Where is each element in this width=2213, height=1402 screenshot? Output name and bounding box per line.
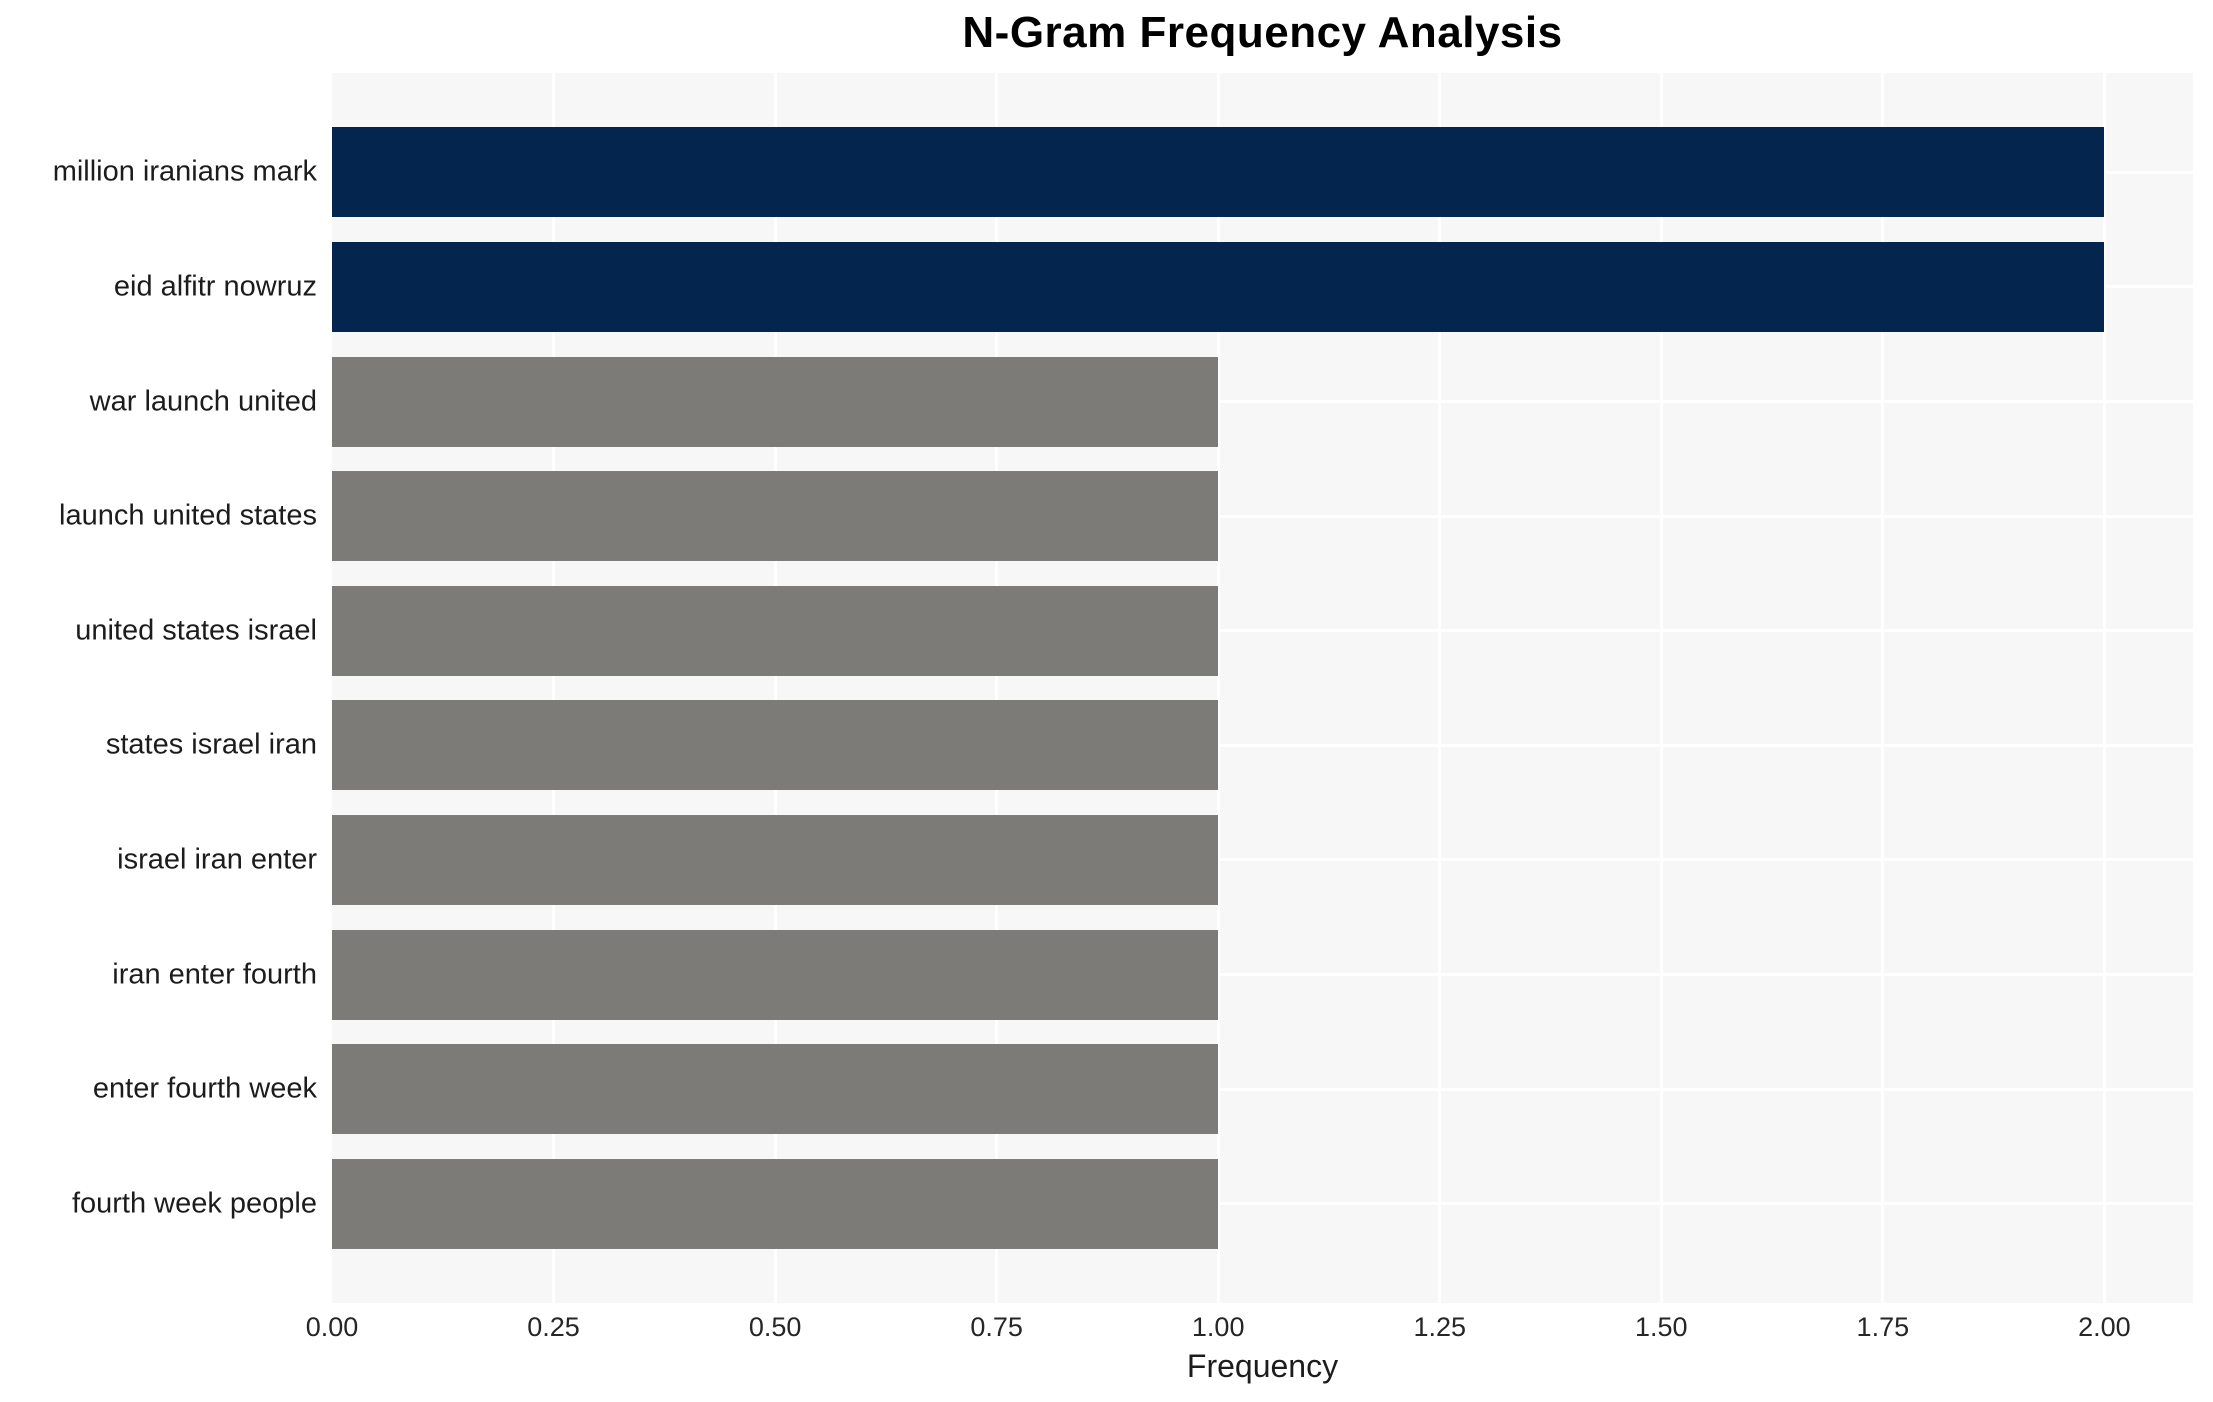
y-tick-label: launch united states [59,499,317,532]
y-tick-label: iran enter fourth [112,958,317,990]
x-gridline [1659,73,1663,1303]
x-tick-label: 1.00 [1191,1312,1245,1342]
y-tick-label: eid alfitr nowruz [113,270,317,303]
y-tick-label: united states israel [75,614,317,647]
y-tick-label: fourth week people [71,1187,317,1220]
y-gridline [332,743,2193,747]
x-tick-label: 0.00 [305,1312,359,1342]
bar-eid-alfitr-nowruz [332,241,2105,332]
y-axis-tick-labels: million iranians mark eid alfitr nowruz wa… [0,73,317,1303]
plot-area [332,73,2193,1303]
bar-enter-fourth-week [332,1044,1219,1135]
y-tick-label: enter fourth week [92,1072,317,1105]
y-gridline [332,858,2193,862]
x-tick-label: 0.50 [748,1312,802,1342]
bar-iran-enter-fourth [332,929,1219,1020]
bar-war-launch-united [332,356,1219,447]
y-tick-label: million iranians mark [52,155,317,188]
x-gridline [773,73,777,1303]
bar-israel-iran-enter [332,814,1219,905]
x-tick-label: 1.25 [1413,1312,1467,1342]
bar-states-israel-iran [332,700,1219,791]
y-gridline [332,400,2193,403]
y-tick-label: war launch united [89,385,317,417]
bar-million-iranians-mark [332,127,2105,218]
x-gridline [1216,73,1220,1303]
y-gridline [332,629,2193,633]
x-axis-title: Frequency [1186,1348,1339,1384]
x-tick-label: 0.25 [527,1312,580,1342]
x-gridline [995,73,999,1303]
x-gridline [2102,73,2106,1303]
x-tick-label: 0.75 [970,1312,1023,1342]
y-gridline [332,514,2193,518]
x-gridline [1881,73,1885,1303]
bar-launch-united-states [332,471,1219,562]
x-tick-label: 1.75 [1856,1312,1910,1342]
chart-title: N-Gram Frequency Analysis [962,8,1563,57]
y-gridline [332,1087,2193,1091]
x-gridline [1438,73,1442,1303]
x-gridline [552,73,556,1303]
y-gridline [332,1202,2193,1206]
x-tick-label: 1.50 [1635,1312,1688,1342]
bar-united-states-israel [332,585,1219,676]
y-tick-label: states israel iran [105,728,317,761]
y-gridline [332,973,2193,976]
x-tick-label: 2.00 [2078,1312,2131,1342]
y-tick-label: israel iran enter [117,843,317,876]
bar-fourth-week-people [332,1158,1219,1249]
